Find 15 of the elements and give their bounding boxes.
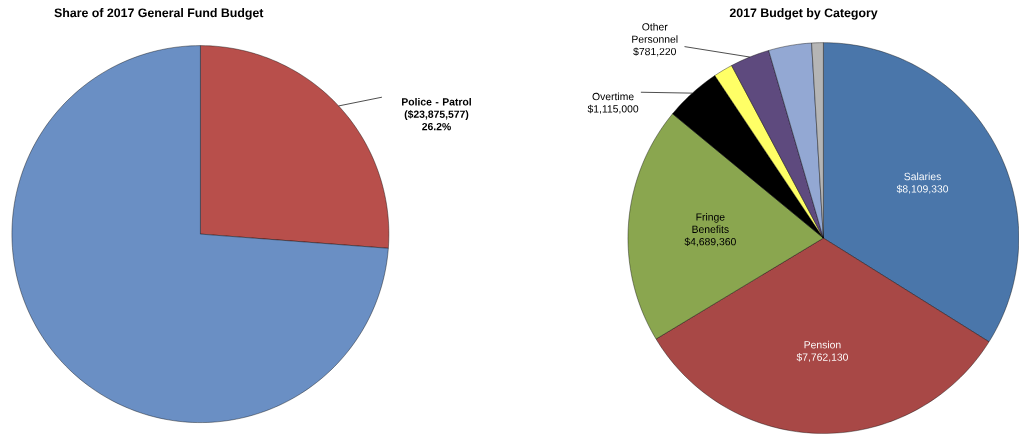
legend-label: Police - Patrol: [402, 98, 471, 106]
slice-label: Salaries: [904, 172, 941, 181]
data-label: $1,115,000: [587, 104, 639, 114]
slice-label: Pension: [804, 340, 841, 349]
slice-label: Other Personnel: [632, 23, 678, 44]
slice-label: Overtime: [592, 92, 634, 101]
data-label: $781,220: [633, 47, 676, 57]
data-label: $8,109,330: [896, 184, 949, 194]
chart-title: 2017 Budget by Category: [729, 8, 878, 20]
data-label: $7,762,130: [796, 353, 848, 363]
data-label: $4,689,360: [684, 237, 736, 247]
chart-title: Share of 2017 General Fund Budget: [54, 8, 264, 20]
slice-label: Fringe Benefits: [692, 213, 729, 234]
text: ($23,875,577): [404, 110, 469, 121]
data-label: 26.2%: [422, 123, 451, 131]
